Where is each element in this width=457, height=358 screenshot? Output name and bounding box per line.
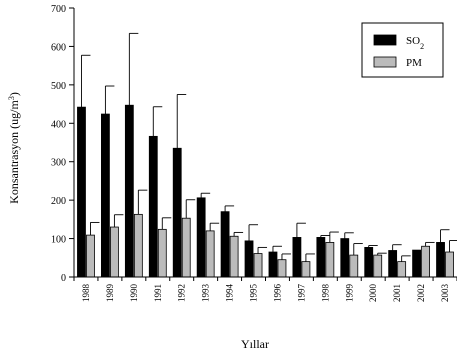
legend-swatch-pm xyxy=(373,56,397,68)
bar-so2-1991 xyxy=(148,135,158,278)
bar-pm-2000 xyxy=(373,254,383,278)
x-axis-label: Yıllar xyxy=(241,337,269,351)
bar-pm-1991 xyxy=(157,228,167,278)
bar-pm-1989 xyxy=(110,226,119,278)
bar-so2-1993 xyxy=(196,197,206,278)
x-tick-label-1994: 1994 xyxy=(225,284,235,303)
axes-layer: 0 100 200 300 400 500 600 700 1988 1989 1990 1991 19… xyxy=(51,4,457,302)
y-axis-label-main: Konsantrasyon (ug/m xyxy=(7,100,21,204)
bar-so2-2002 xyxy=(412,249,421,278)
bar-pm-2002 xyxy=(421,245,430,278)
bar-pm-1996 xyxy=(277,259,287,278)
x-tick-label-2002: 2002 xyxy=(416,284,426,302)
y-tick-label-100: 100 xyxy=(51,235,66,246)
y-axis-label: Konsantrasyon (ug/m3) xyxy=(7,92,22,204)
bar-pm-1997 xyxy=(301,261,311,278)
bar-pm-1992 xyxy=(181,217,191,278)
legend-label-pm: PM xyxy=(406,57,422,69)
bar-pm-1994 xyxy=(229,235,239,278)
x-tick-label-1997: 1997 xyxy=(296,284,306,303)
x-tick-label-1999: 1999 xyxy=(344,284,354,303)
y-tick-label-200: 200 xyxy=(51,196,66,207)
y-tick-label-700: 700 xyxy=(51,4,66,15)
x-tick-label-1989: 1989 xyxy=(105,284,115,303)
legend-label-so2: SO2 xyxy=(406,35,424,51)
x-tick-label-1993: 1993 xyxy=(201,284,211,303)
bar-so2-1997 xyxy=(292,237,302,278)
x-tick-label-1991: 1991 xyxy=(153,284,163,302)
bar-so2-1996 xyxy=(268,251,278,278)
bar-so2-1995 xyxy=(244,240,254,278)
bar-pm-1993 xyxy=(205,230,215,278)
x-tick-label-2000: 2000 xyxy=(368,284,378,303)
y-tick-label-300: 300 xyxy=(51,158,66,169)
y-tick-label-400: 400 xyxy=(51,119,66,130)
bar-so2-1999 xyxy=(340,238,350,278)
x-tick-label-2003: 2003 xyxy=(440,284,450,303)
bar-so2-1990 xyxy=(124,104,134,278)
bar-so2-1992 xyxy=(172,147,182,278)
x-tick-label-1998: 1998 xyxy=(320,284,330,303)
bar-pm-2003 xyxy=(445,251,454,278)
bar-so2-1998 xyxy=(316,237,326,278)
y-axis-label-sup: 3 xyxy=(7,96,16,100)
bar-pm-1999 xyxy=(349,254,359,278)
x-tick-label-2001: 2001 xyxy=(392,284,402,302)
bar-pm-1995 xyxy=(253,253,263,278)
bar-pm-2001 xyxy=(397,261,407,278)
bar-so2-2003 xyxy=(436,242,445,278)
legend-swatch-so2 xyxy=(373,34,397,46)
x-tick-label-1996: 1996 xyxy=(272,284,282,303)
x-tick-label-1995: 1995 xyxy=(249,284,259,303)
bar-so2-1988 xyxy=(77,106,86,278)
bar-pm-1988 xyxy=(86,234,95,278)
x-tick-label-1992: 1992 xyxy=(177,284,187,302)
x-tick-label-1988: 1988 xyxy=(81,284,91,303)
bar-pm-1998 xyxy=(325,242,335,278)
bar-pm-1990 xyxy=(133,213,143,278)
legend: SO2 PM xyxy=(361,22,444,78)
y-tick-label-500: 500 xyxy=(51,81,66,92)
y-tick-label-0: 0 xyxy=(61,273,66,284)
bar-so2-2001 xyxy=(388,250,398,278)
bar-so2-2000 xyxy=(364,247,374,278)
y-axis-label-close: ) xyxy=(7,92,21,96)
bars-layer xyxy=(77,104,454,278)
bar-so2-1994 xyxy=(220,211,230,278)
legend-box xyxy=(361,22,444,78)
y-tick-label-600: 600 xyxy=(51,42,66,53)
error-bars-layer xyxy=(81,32,457,262)
x-tick-label-1990: 1990 xyxy=(129,284,139,303)
bar-so2-1989 xyxy=(101,113,110,278)
